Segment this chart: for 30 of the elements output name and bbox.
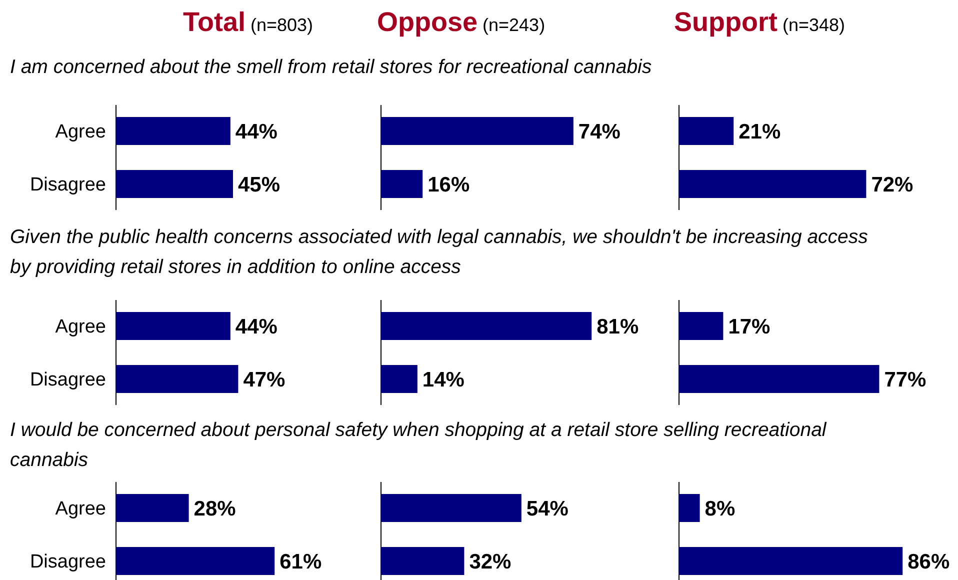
data-label: 17% [728,315,771,338]
chart-title: Oppose (n=243) [377,7,546,37]
data-label: 86% [908,550,950,574]
text: I am concerned about the smell from retail stores for recreational cannabis [10,56,652,78]
data-label: 44% [235,315,278,338]
data-label: 16% [428,173,470,196]
y-tick-label: Disagree [30,174,106,196]
y-tick-label: Disagree [30,552,106,573]
data-label: 8% [704,497,736,520]
data-label: 21% [738,120,781,144]
data-label: 47% [243,368,286,392]
chart-title: Support (n=348) [674,7,846,37]
text: I would be concerned about personal safety when shopping at a retail store selling recreational cannabis [10,419,827,471]
y-tick-label: Agree [55,498,106,520]
text: Given the public health concerns associated with legal cannabis, we shouldn't be increasing access by providing retail stores in addition to online access [10,226,868,278]
data-label: 44% [235,120,278,144]
data-label: 74% [578,120,621,144]
data-label: 45% [238,173,280,196]
y-tick-label: Agree [55,122,106,143]
data-label: 72% [871,173,914,196]
data-label: 28% [194,497,236,520]
data-label: 54% [526,497,569,520]
data-label: 77% [884,368,927,392]
data-label: 81% [596,315,639,338]
data-label: 14% [422,368,465,392]
y-tick-label: Agree [55,316,106,338]
data-label: 32% [469,550,512,574]
chart-title: Total (n=803) [183,7,314,37]
y-tick-label: Disagree [30,370,106,391]
data-label: 61% [280,550,322,574]
